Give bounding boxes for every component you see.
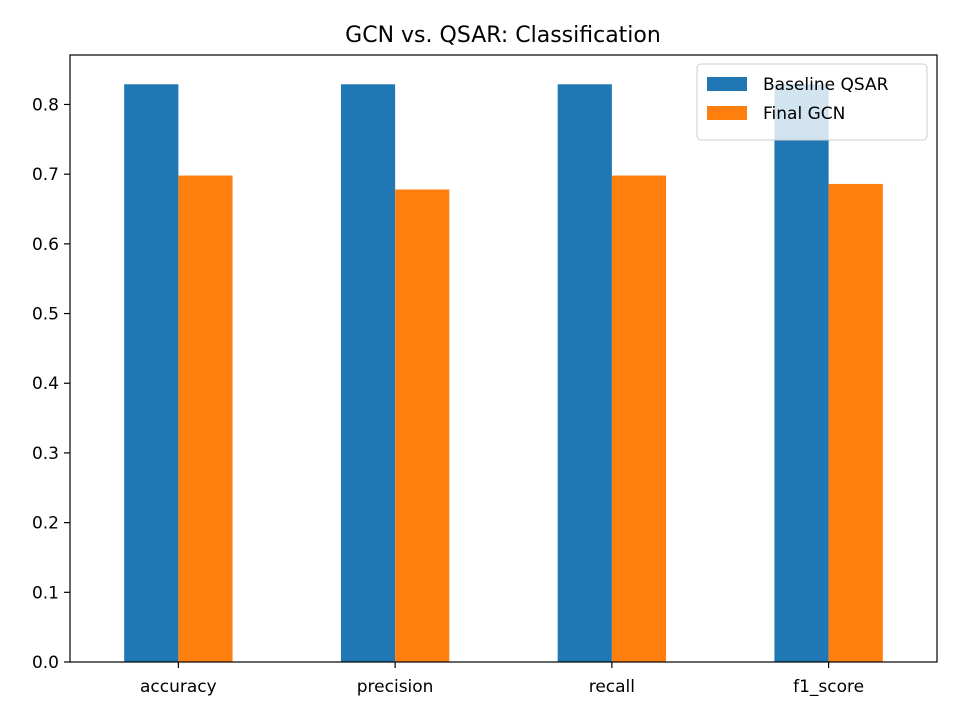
y-tick-label: 0.7 [32, 165, 59, 185]
bar-f1_score-series-1 [828, 183, 883, 662]
axes-layer: 0.0 0.1 0.2 0.3 0.4 0.5 0.6 0.7 0.8 accuracy preci… [32, 54, 938, 697]
y-tick-label: 0.8 [32, 95, 59, 115]
legend-swatch [707, 77, 747, 91]
legend-box [696, 63, 928, 141]
bar-f1_score-series-0 [774, 84, 829, 662]
bar-recall-series-0 [557, 84, 612, 662]
plot-frame [69, 54, 938, 663]
y-tick-label: 0.4 [32, 374, 59, 394]
bar-precision-series-1 [395, 189, 450, 662]
y-tick-label: 0.0 [32, 653, 59, 673]
bars-layer [124, 84, 883, 662]
y-tick-label: 0.6 [32, 235, 59, 255]
y-tick-label: 0.3 [32, 444, 59, 464]
bar-accuracy-series-1 [178, 175, 233, 662]
bar-recall-series-1 [611, 175, 667, 662]
y-tick-label: 0.5 [32, 305, 59, 325]
legend-swatch [707, 106, 747, 120]
x-tick-label: accuracy [140, 677, 217, 697]
bar-precision-series-0 [340, 84, 396, 662]
legend-label: Final GCN [763, 104, 845, 124]
y-tick-label: 0.1 [32, 583, 59, 603]
x-tick-label: f1_score [793, 677, 864, 697]
x-tick-label: recall [589, 677, 635, 697]
legend: Baseline QSAR Final GCN [696, 63, 928, 141]
bar-accuracy-series-0 [124, 84, 179, 662]
legend-label: Baseline QSAR [763, 75, 889, 95]
chart-title: GCN vs. QSAR: Classification [345, 23, 661, 48]
y-tick-label: 0.2 [32, 514, 59, 534]
x-tick-label: precision [357, 677, 434, 697]
